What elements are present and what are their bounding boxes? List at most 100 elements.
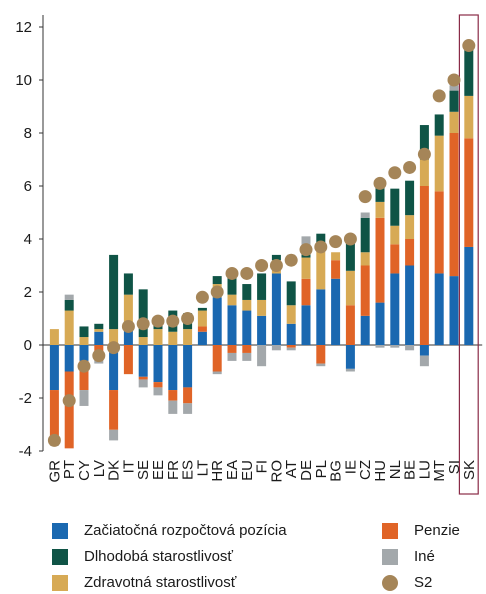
x-tick-label: DE bbox=[298, 460, 315, 481]
y-tick-label: -2 bbox=[19, 390, 32, 407]
s2-dot-lu bbox=[417, 147, 431, 161]
bar-segment-lu-s0 bbox=[419, 345, 429, 356]
bar-segment-ro-s3 bbox=[271, 254, 281, 261]
s2-dot-cz bbox=[358, 190, 372, 204]
s2-dot-eu bbox=[240, 266, 254, 280]
legend-label-ine: Iné bbox=[414, 548, 435, 565]
x-tick-label: NL bbox=[387, 460, 404, 479]
bar-segment-nl-s3 bbox=[390, 188, 400, 226]
bar-segment-be-s1 bbox=[405, 239, 415, 266]
bar-segment-nl-s1 bbox=[390, 244, 400, 274]
s2-dot-nl bbox=[388, 166, 402, 180]
x-tick-label: BE bbox=[402, 460, 419, 480]
s2-dot-pl bbox=[314, 240, 328, 254]
legend-label-penzie: Penzie bbox=[414, 522, 460, 539]
bar-segment-de-s2 bbox=[301, 257, 311, 279]
bar-segment-ie-s2 bbox=[345, 270, 355, 306]
s2-dot-lv bbox=[92, 349, 106, 363]
bar-segment-sk-s2 bbox=[464, 95, 474, 139]
bar-segment-gr-s2 bbox=[49, 329, 59, 345]
y-tick-label: 2 bbox=[24, 284, 32, 301]
bar-segment-nl-s2 bbox=[390, 225, 400, 245]
bar-segment-dk-s1 bbox=[109, 390, 119, 430]
bar-segment-cy-s2 bbox=[79, 337, 89, 345]
bar-segment-sk-s0 bbox=[464, 246, 474, 345]
s2-dot-se bbox=[136, 317, 150, 331]
bar-segment-cy-s3 bbox=[79, 326, 89, 338]
s2-dot-pt bbox=[62, 394, 76, 408]
bar-segment-eu-s2 bbox=[242, 299, 252, 311]
bar-segment-sk-s1 bbox=[464, 138, 474, 247]
bar-segment-lt-s1 bbox=[197, 326, 207, 332]
legend-label-zaciatocna: Začiatočná rozpočtová pozícia bbox=[84, 522, 287, 539]
x-tick-label: FI bbox=[254, 460, 271, 473]
s2-dot-fi bbox=[255, 259, 269, 272]
bar-segment-ee-s2 bbox=[153, 329, 163, 345]
bar-segment-ie-s3 bbox=[345, 241, 355, 271]
bar-segment-fr-s1 bbox=[168, 390, 178, 401]
bar-segment-bg-s1 bbox=[331, 260, 341, 279]
s2-dot-de bbox=[299, 243, 313, 257]
s2-dot-at bbox=[284, 253, 298, 267]
bar-segment-it-s3 bbox=[123, 273, 133, 295]
bar-segment-ro-s0 bbox=[271, 273, 281, 345]
x-tick-label: EE bbox=[150, 460, 167, 480]
bar-segment-lu-s2 bbox=[419, 159, 429, 186]
bar-segment-hr-s4 bbox=[212, 371, 222, 375]
y-tick-label: 6 bbox=[24, 178, 32, 195]
bar-segment-fr-s2 bbox=[168, 331, 178, 345]
x-tick-label: PL bbox=[313, 460, 330, 478]
bar-segment-mt-s3 bbox=[434, 114, 444, 136]
legend-swatch-dlhodoba bbox=[52, 548, 68, 565]
bar-segment-pl-s2 bbox=[316, 249, 326, 290]
bar-segment-cy-s1 bbox=[79, 360, 89, 391]
y-tick-label: 12 bbox=[15, 19, 32, 36]
s2-dot-sk bbox=[462, 39, 476, 53]
bar-segment-lv-s2 bbox=[94, 329, 104, 332]
x-tick-label: LT bbox=[194, 460, 211, 476]
bar-segment-at-s3 bbox=[286, 281, 296, 306]
bar-segment-ie-s4 bbox=[345, 368, 355, 372]
x-tick-label: AT bbox=[283, 460, 300, 478]
s2-dot-ee bbox=[151, 314, 165, 328]
s2-dot-hr bbox=[210, 285, 224, 299]
legend-item-zaciatocna: Začiatočná rozpočtová pozícia bbox=[52, 522, 287, 539]
bar-segment-ee-s4 bbox=[153, 387, 163, 396]
bar-segment-dk-s0 bbox=[109, 345, 119, 391]
x-tick-label: HU bbox=[372, 460, 389, 482]
s2-dot-si bbox=[447, 73, 461, 87]
bar-segment-bg-s2 bbox=[331, 252, 341, 261]
legend-item-s2: S2 bbox=[382, 574, 432, 591]
bar-segment-lv-s0 bbox=[94, 331, 104, 345]
bar-segment-sk-s3 bbox=[464, 48, 474, 96]
s2-dot-hu bbox=[373, 176, 387, 190]
bar-segment-eu-s1 bbox=[242, 345, 252, 353]
s2-dot-be bbox=[403, 160, 417, 174]
bar-segment-pl-s0 bbox=[316, 289, 326, 345]
bar-segment-hu-s0 bbox=[375, 302, 385, 345]
x-tick-label: RO bbox=[268, 460, 285, 483]
bar-segment-it-s0 bbox=[123, 329, 133, 345]
bar-segment-cz-s1 bbox=[360, 265, 370, 316]
legend-dot-s2 bbox=[382, 574, 398, 591]
bar-segment-cz-s2 bbox=[360, 252, 370, 266]
bar-segment-de-s0 bbox=[301, 305, 311, 345]
bar-segment-dk-s2 bbox=[109, 329, 119, 345]
bar-segment-hu-s3 bbox=[375, 180, 385, 202]
bar-segment-fi-s4 bbox=[257, 345, 267, 367]
bar-segment-gr-s1 bbox=[49, 390, 59, 438]
bar-segment-pt-s4 bbox=[64, 294, 74, 300]
bar-segment-ea-s1 bbox=[227, 345, 237, 353]
bar-segment-hu-s4 bbox=[375, 345, 385, 348]
bar-segment-es-s1 bbox=[183, 387, 193, 404]
bar-segment-ea-s4 bbox=[227, 352, 237, 361]
bar-segment-mt-s2 bbox=[434, 135, 444, 192]
bar-segment-si-s0 bbox=[449, 276, 459, 345]
bar-segment-si-s1 bbox=[449, 133, 459, 277]
x-tick-label: IE bbox=[342, 460, 359, 474]
s2-dot-mt bbox=[432, 89, 446, 103]
bar-segment-lt-s3 bbox=[197, 307, 207, 311]
bar-segment-cy-s0 bbox=[79, 345, 89, 361]
bar-segment-lt-s0 bbox=[197, 331, 207, 345]
bar-segment-at-s4 bbox=[286, 347, 296, 351]
